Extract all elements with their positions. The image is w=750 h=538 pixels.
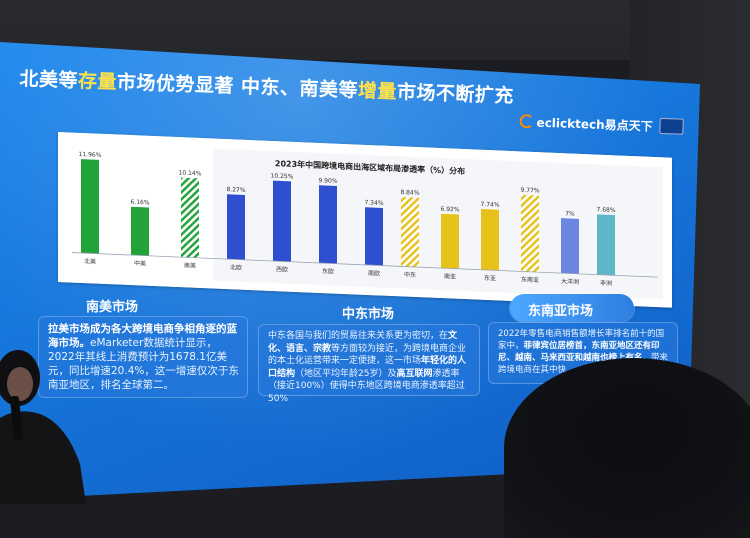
logo-badge-icon — [659, 117, 684, 135]
chart-value-label: 7.34% — [364, 199, 383, 207]
chart-bar-东欧 — [319, 185, 337, 264]
chart-x-axis — [72, 252, 658, 278]
chart-bar-西欧 — [273, 180, 291, 262]
section-title-south-america: 南美市场 — [86, 300, 139, 315]
chart-value-label: 8.84% — [400, 189, 419, 197]
chart-category-label: 东欧 — [322, 267, 334, 275]
chart-bar-北美 — [81, 159, 99, 254]
card-southeast-asia-text-a: 2022年零售电商销售额增长率排名前十的国家中， — [498, 329, 665, 351]
card-south-america-body: eMarketer数据统计显示，2022年其线上消费预计为1678.1亿美元，同… — [48, 337, 239, 391]
chart-value-label: 8.27% — [226, 186, 245, 194]
card-middle-east-text-d: 渗透率（接近100%）使得中东地区跨境电商渗透率超过50% — [268, 368, 465, 404]
chart-value-label: 7.68% — [596, 206, 615, 214]
section-title-southeast-asia: 东南亚市场 — [528, 304, 594, 319]
chart-value-label: 6.92% — [440, 206, 459, 214]
headline-highlight-2: 增量 — [357, 79, 398, 104]
card-south-america-text: 拉美市场成为各大跨境电商争相角逐的蓝海市场。eMarketer数据统计显示，20… — [48, 322, 240, 392]
chart-category-label: 南欧 — [368, 269, 380, 277]
card-southeast-asia-bold-a: 菲律宾位居榜首，东南亚地区还有印尼、越南、马来西亚和越南也榜上有名 — [498, 341, 660, 363]
chart-bar-中东 — [401, 197, 419, 268]
logo-text-cn: 易点天下 — [604, 117, 653, 134]
chart-category-label: 北美 — [84, 257, 96, 265]
audience-head-silhouette — [504, 358, 750, 538]
chart-category-label: 东南亚 — [521, 275, 539, 284]
chart-category-label: 中美 — [134, 259, 146, 267]
section-pill-southeast-asia — [510, 294, 634, 322]
chart-value-label: 6.16% — [130, 199, 149, 207]
chart-bar-大洋洲 — [561, 218, 579, 274]
chart-category-label: 非洲 — [600, 279, 612, 287]
card-south-america: 拉美市场成为各大跨境电商争相角逐的蓝海市场。eMarketer数据统计显示，20… — [38, 316, 248, 398]
card-middle-east: 中东各国与我们的贸易往来关系更为密切，在文化、语言、宗教等方面较为接近，为跨境电… — [258, 324, 480, 404]
chart-value-label: 10.14% — [179, 169, 202, 177]
card-south-america-bold: 拉美市场成为各大跨境电商争相角逐的蓝海市场。 — [48, 323, 237, 349]
chart-value-label: 11.96% — [79, 151, 102, 159]
headline-highlight-1: 存量 — [77, 70, 118, 94]
chart-bar-北欧 — [227, 194, 245, 260]
chart-category-label: 东亚 — [484, 274, 496, 282]
chart-bar-南亚 — [441, 213, 459, 269]
logo-text: eclicktech易点天下 — [536, 113, 653, 134]
chart-value-label: 10.25% — [271, 172, 294, 180]
card-middle-east-text-b: 等方面较为接近，为跨境电商企业的本土化运营带来一定便捷，这一市场 — [268, 343, 467, 367]
chart-bar-南美 — [181, 177, 199, 258]
chart-category-label: 北欧 — [230, 263, 242, 271]
chart-value-label: 9.90% — [318, 177, 337, 185]
chart-category-label: 南亚 — [444, 272, 456, 280]
chart-bar-南欧 — [365, 207, 383, 266]
chart-panel: 2023年中国跨境电商出海区域布局渗透率（%）分布 11.96% 北美 6.16% 中… — [58, 132, 672, 308]
chart-bar-中美 — [131, 206, 149, 256]
card-middle-east-text-a: 中东各国与我们的贸易往来关系更为密切，在 — [268, 331, 449, 341]
section-title-middle-east: 中东市场 — [342, 307, 395, 322]
card-middle-east-text-c: （地区平均年龄25岁）及 — [295, 368, 397, 379]
card-southeast-asia-text: 2022年零售电商销售额增长率排名前十的国家中，菲律宾位居榜首，东南亚地区还有印… — [498, 328, 670, 376]
card-southeast-asia-text-b: ，带来跨境电商在其中快 — [498, 353, 669, 375]
chart-bar-东亚 — [481, 208, 499, 271]
chart-bar-非洲 — [597, 214, 615, 276]
chart-category-label: 中东 — [404, 271, 416, 279]
chart-value-label: 7% — [565, 210, 575, 217]
chart-category-label: 西欧 — [276, 265, 288, 273]
headline-part-1: 北美等 — [19, 67, 79, 93]
bar-chart: 2023年中国跨境电商出海区域布局渗透率（%）分布 11.96%北美6.16%中… — [58, 132, 672, 308]
chart-value-label: 7.74% — [480, 201, 499, 209]
card-middle-east-text: 中东各国与我们的贸易往来关系更为密切，在文化、语言、宗教等方面较为接近，为跨境电… — [268, 330, 472, 405]
chart-category-label: 大洋洲 — [561, 277, 579, 286]
logo-mark-icon — [519, 113, 534, 129]
card-middle-east-bold-b: 年轻化的人口结构 — [268, 356, 467, 379]
logo-text-latin: eclicktech — [536, 115, 605, 132]
headline-part-3: 市场不断扩充 — [396, 81, 515, 108]
card-middle-east-bold-a: 文化、语言、宗教 — [268, 331, 458, 354]
card-middle-east-bold-c: 高互联网 — [396, 368, 433, 379]
chart-bar-东南亚 — [521, 194, 539, 273]
chart-value-label: 9.77% — [520, 187, 539, 195]
chart-category-label: 南美 — [184, 261, 196, 269]
